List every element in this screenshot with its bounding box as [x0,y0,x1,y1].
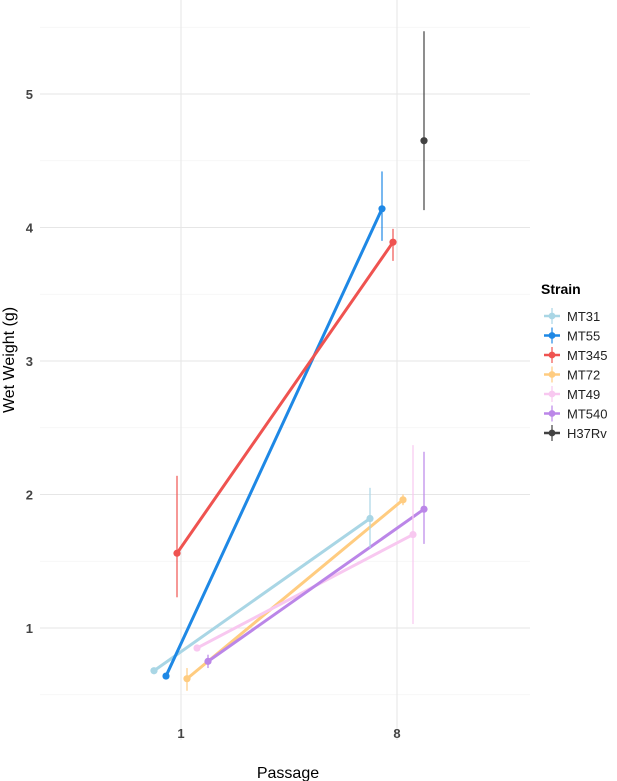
point-mt540 [204,657,212,665]
legend-key-point [548,390,556,398]
series-lines [152,207,426,681]
point-mt31 [150,667,158,675]
legend-key-point [548,332,556,339]
legend-key-point [548,429,556,437]
y-tick-label: 5 [26,87,33,102]
y-axis-title: Wet Weight (g) [1,307,18,413]
legend-label: MT72 [567,368,600,383]
point-mt72 [183,675,191,683]
point-mt49 [193,644,201,652]
series-line-mt31 [152,517,372,673]
point-h37rv [420,137,428,145]
legend-item-mt72: MT72 [544,366,600,383]
legend-key-point [548,371,556,378]
point-mt345 [173,549,181,557]
legend-key-point [548,312,556,320]
point-mt345 [389,238,397,246]
data-points [150,137,428,683]
legend-label: MT55 [567,329,600,344]
point-mt55 [162,672,170,680]
x-axis-title: Passage [257,765,319,781]
y-tick-label: 1 [26,621,33,636]
legend-item-mt55: MT55 [544,327,600,344]
legend-label: MT49 [567,387,600,402]
legend-item-h37rv: H37Rv [544,425,607,441]
legend-item-mt31: MT31 [544,308,600,324]
series-line-mt345 [175,240,395,555]
legend-key-point [548,351,556,359]
legend-label: H37Rv [567,426,607,441]
y-tick-label: 4 [26,221,34,236]
y-tick-label: 2 [26,488,33,503]
legend-label: MT540 [567,407,607,422]
point-mt540 [420,505,428,513]
x-tick-label: 8 [393,726,400,741]
x-tick-label: 1 [177,726,184,741]
point-mt31 [366,514,374,523]
legend-key-point [548,410,556,417]
series-line-mt540 [206,507,426,663]
grid [40,0,530,740]
legend-label: MT31 [567,309,600,324]
point-mt72 [399,496,407,504]
legend-item-mt345: MT345 [544,347,607,363]
series-line-mt55 [164,207,384,678]
point-mt55 [378,205,386,213]
y-tick-label: 3 [26,354,33,369]
legend-title: Strain [541,281,581,297]
legend-item-mt540: MT540 [544,405,607,422]
series-line-mt72 [185,498,405,681]
y-tick-labels: 1 2 3 4 5 [26,87,34,636]
legend: Strain MT31 MT55 MT345 MT72 MT49 MT540 H37Rv [541,281,607,441]
point-mt49 [409,530,417,539]
legend-label: MT345 [567,348,607,363]
legend-item-mt49: MT49 [544,386,600,402]
